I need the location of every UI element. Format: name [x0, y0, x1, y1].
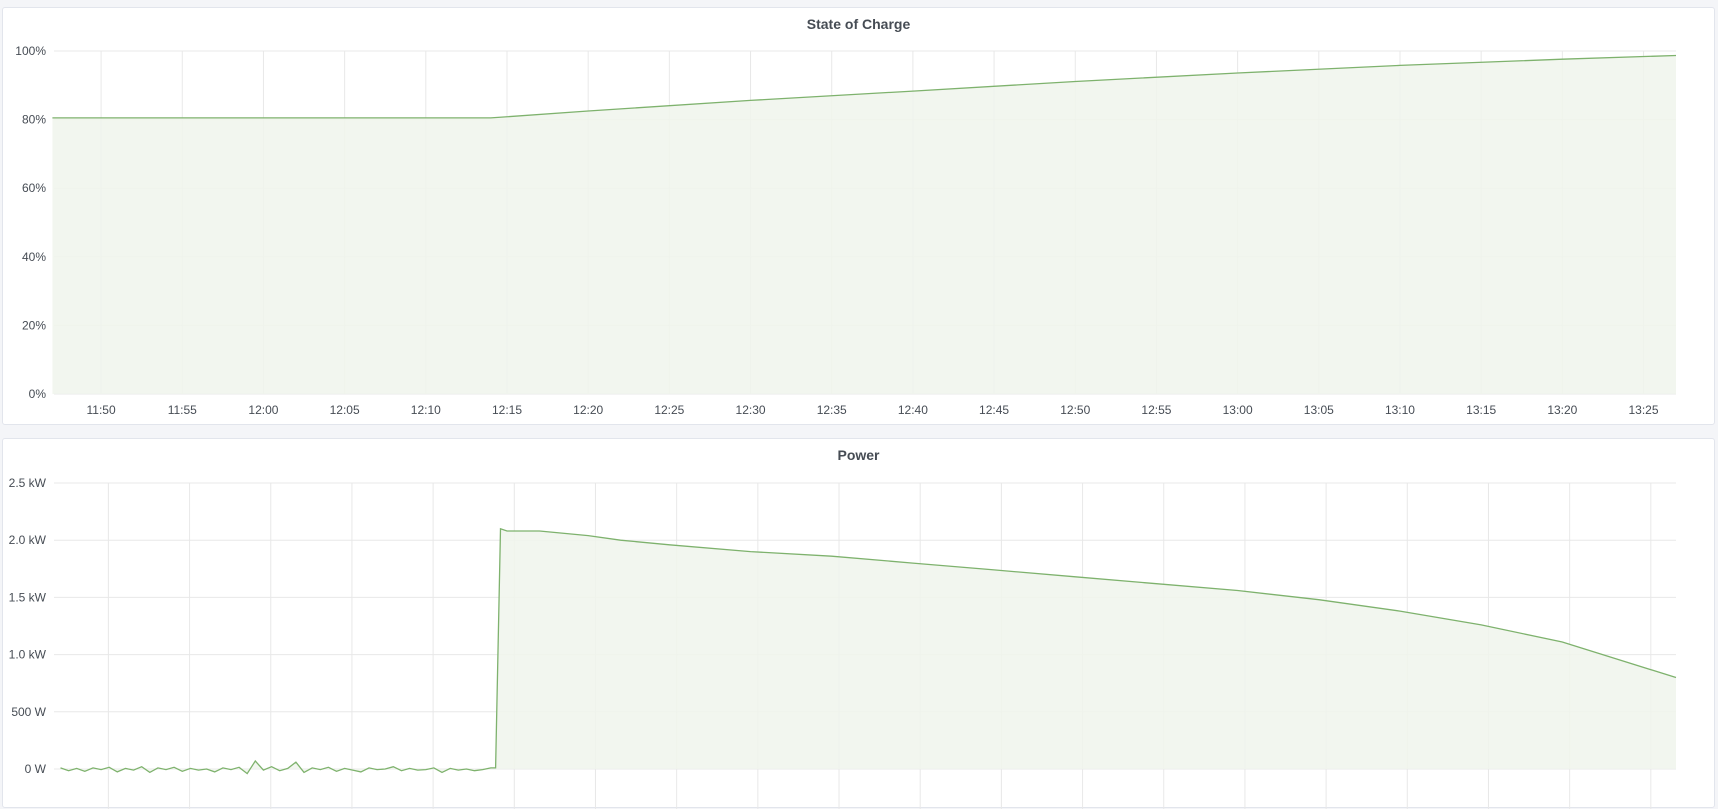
x-tick-label: 12:50	[1060, 403, 1090, 417]
series-line	[60, 527, 1677, 775]
x-tick-label: 12:35	[817, 403, 847, 417]
x-tick-label: 13:25	[1629, 403, 1659, 417]
x-tick-label: 13:00	[1223, 403, 1253, 417]
y-tick-label: 60%	[22, 181, 46, 195]
y-tick-label: 20%	[22, 318, 46, 332]
series-line	[52, 54, 1677, 119]
x-tick-label: 13:20	[1547, 403, 1577, 417]
y-tick-label: 1.5 kW	[9, 590, 47, 604]
panel-title[interactable]: State of Charge	[806, 16, 911, 32]
x-tick-label: 12:55	[1141, 403, 1171, 417]
y-tick-label: 100%	[15, 44, 46, 58]
y-tick-label: 2.0 kW	[9, 533, 47, 547]
x-tick-label: 12:25	[654, 403, 684, 417]
y-tick-label: 2.5 kW	[9, 476, 47, 490]
y-tick-label: 1.0 kW	[9, 648, 47, 662]
x-tick-label: 11:55	[168, 403, 197, 417]
power-chart: 0 W 500 W 1.0 kW 1.5 kW 2.0 kW 2.5 kW	[9, 476, 1677, 809]
x-tick-label: 13:10	[1385, 403, 1415, 417]
y-tick-label: 500 W	[11, 705, 46, 719]
x-tick-label: 12:15	[492, 403, 522, 417]
state-of-charge-chart: 0% 20% 40% 60% 80% 100% 11:50 11:55 12:00 12:05 12…	[15, 44, 1677, 417]
state-of-charge-panel: State of Charge 0% 20% 40% 60% 80% 100% 11:50 1…	[2, 7, 1715, 425]
x-tick-label: 12:40	[898, 403, 928, 417]
y-tick-label: 0%	[29, 387, 47, 401]
x-tick-label: 12:10	[411, 403, 441, 417]
x-tick-label: 13:15	[1466, 403, 1496, 417]
x-tick-label: 11:50	[87, 403, 116, 417]
power-panel: Power 0 W 500 W 1.0 kW 1.5 kW 2.0 kW 2.5 kW	[2, 438, 1715, 809]
series-area-fill	[60, 528, 1676, 774]
x-tick-label: 13:05	[1304, 403, 1334, 417]
y-tick-label: 0 W	[25, 762, 47, 776]
x-tick-label: 12:20	[573, 403, 603, 417]
panel-title[interactable]: Power	[837, 447, 880, 463]
x-tick-label: 12:00	[248, 403, 278, 417]
y-tick-label: 80%	[22, 113, 46, 127]
x-tick-label: 12:30	[736, 403, 766, 417]
x-tick-label: 12:05	[330, 403, 360, 417]
x-tick-label: 12:45	[979, 403, 1009, 417]
series-area-fill	[52, 55, 1676, 394]
y-tick-label: 40%	[22, 250, 46, 264]
